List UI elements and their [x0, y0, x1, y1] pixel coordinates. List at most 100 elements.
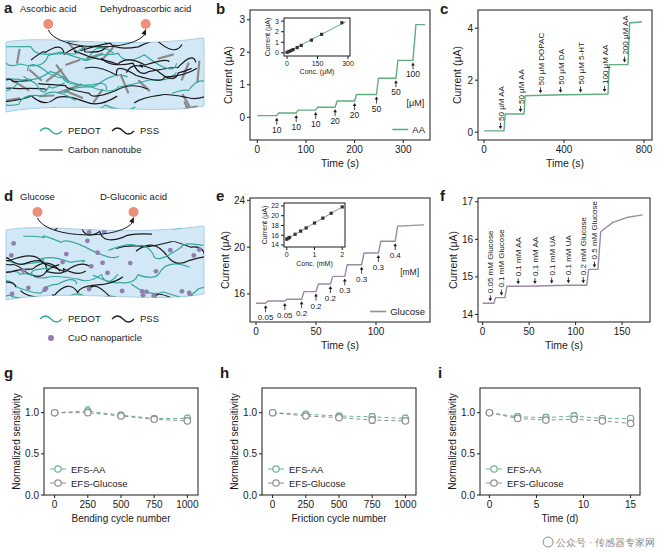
x-tick-label: 200: [346, 144, 363, 155]
y-tick-label: 16: [234, 288, 246, 299]
annotation-label: 0.1 mM UA: [548, 235, 557, 276]
data-line: [257, 25, 425, 116]
unit-label: [μM]: [407, 98, 425, 108]
y-tick-label: 20: [271, 212, 279, 219]
error-bar: [628, 421, 633, 426]
x-tick-label: 2: [340, 251, 344, 258]
nanoparticle: [100, 260, 105, 265]
unit-label: [mM]: [400, 267, 419, 277]
arrowhead: [333, 109, 337, 112]
data-point: [184, 418, 190, 424]
data-point: [336, 414, 342, 420]
legend-marker: [55, 480, 61, 486]
annotation-label: 50 μM 5-HT: [577, 42, 586, 85]
chart-panel: 01002003000123Time (s)Current (μA)AA1010…: [216, 0, 430, 169]
connector-line: [55, 413, 188, 421]
y-axis-title: Current (μA): [447, 231, 459, 289]
x-tick-label: 150: [312, 60, 324, 67]
x-axis-title: Time (s): [545, 339, 583, 351]
x-tick-label: 1000: [394, 499, 417, 510]
y-tick-label: 16: [462, 234, 474, 245]
nanoparticle: [105, 270, 110, 275]
key-label: CuO nanoparticle: [68, 332, 142, 343]
x-tick-label: 300: [342, 60, 354, 67]
polymer-strand: [0, 41, 1, 56]
annotation-label: 10: [291, 122, 301, 132]
x-tick-label: 400: [556, 144, 573, 155]
arrowhead: [375, 97, 379, 100]
nanoparticle: [128, 261, 133, 266]
y-tick-label: 14: [462, 309, 474, 320]
key-symbol: [40, 149, 62, 151]
x-tick-label: 150: [614, 326, 631, 337]
x-axis-title: Friction cycle number: [291, 513, 387, 524]
plot-frame: [262, 388, 416, 495]
key-symbol: [112, 316, 134, 322]
x-tick-label: 0: [481, 144, 487, 155]
polymer-strand: [134, 90, 239, 103]
nanoparticle: [95, 250, 100, 255]
nanoparticle: [21, 268, 26, 273]
nanotube: [185, 102, 191, 114]
y-tick-label: 3: [239, 14, 245, 25]
nanoparticle: [168, 248, 173, 253]
watermark-icon: [543, 537, 553, 547]
y-tick-label: 0: [275, 49, 279, 56]
polymer-strand: [85, 67, 197, 80]
legend-marker: [55, 466, 61, 472]
arrowhead: [377, 255, 381, 258]
data-point: [296, 46, 299, 49]
data-point: [269, 409, 275, 415]
key-symbol: [40, 128, 62, 134]
data-point: [151, 416, 157, 422]
plot-frame: [250, 198, 430, 322]
data-point: [571, 416, 577, 422]
nanotube: [17, 50, 19, 63]
annotation-label: 50: [372, 104, 382, 114]
film-content: [0, 29, 253, 122]
data-point: [320, 33, 323, 36]
arrowhead: [581, 280, 585, 283]
x-tick-label: 300: [395, 144, 412, 155]
x-tick-label: 50: [524, 326, 536, 337]
key-label: PEDOT: [68, 125, 101, 136]
data-point: [303, 413, 309, 419]
arrowhead: [294, 115, 298, 118]
data-line: [287, 22, 346, 53]
reaction-arrow: [37, 218, 133, 235]
polymer-strand: [23, 72, 127, 87]
arrowhead: [393, 243, 397, 246]
nanoparticle: [141, 293, 146, 298]
legend-marker: [273, 466, 279, 472]
panel-label: f: [440, 187, 446, 204]
chart-panel: 025050075010000.00.51.0Friction cycle nu…: [220, 364, 417, 524]
arrowhead: [141, 29, 146, 35]
panel-label: a: [4, 0, 13, 16]
product-label: Dehydroascorbic acid: [100, 3, 191, 14]
error-bar: [185, 418, 190, 423]
molecule: [32, 207, 42, 217]
plot-frame: [478, 10, 652, 140]
polymer-strand: [89, 286, 171, 303]
key-label: Carbon nanotube: [68, 144, 141, 155]
annotation-label: 0.3: [356, 275, 368, 284]
legend-label: EFS-Glucose: [71, 478, 128, 489]
x-tick-label: 100: [368, 326, 385, 337]
y-tick-label: 2: [275, 28, 279, 35]
nanoparticle: [9, 253, 14, 258]
panel-label: d: [4, 187, 13, 204]
nanoparticle: [144, 289, 149, 294]
polymer-strand: [0, 90, 76, 105]
data-point: [402, 418, 408, 424]
plot-frame: [478, 198, 650, 322]
y-axis-title: Normalized sensitivity: [229, 393, 240, 490]
arrowhead: [533, 281, 537, 284]
connector-line: [273, 413, 406, 421]
polymer-strand: [126, 65, 191, 78]
nanoparticle: [64, 252, 69, 257]
data-point: [269, 409, 275, 415]
y-axis-title: Current (μA): [451, 46, 463, 104]
y-tick-label: 16: [271, 232, 279, 239]
nanotube: [0, 44, 2, 57]
legend-swatch: [392, 129, 408, 131]
